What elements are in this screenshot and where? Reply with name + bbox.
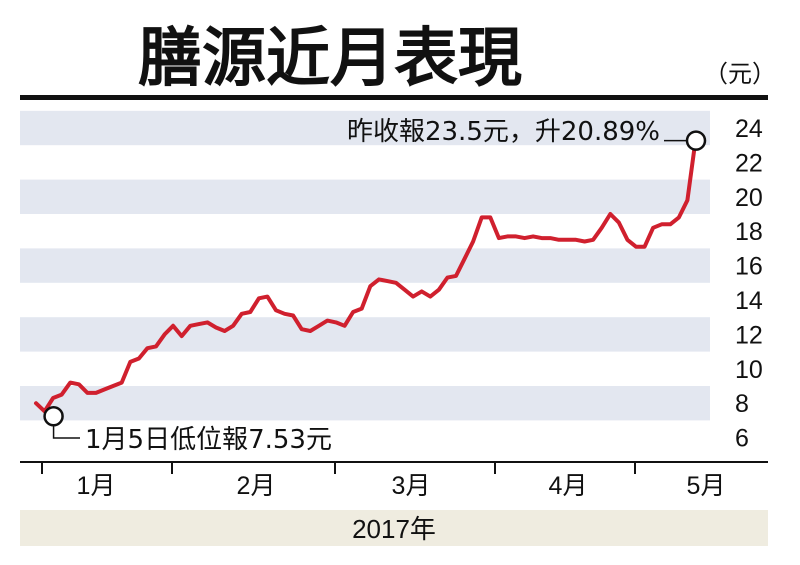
y-tick-label: 24 bbox=[735, 115, 763, 143]
y-tick-label: 22 bbox=[735, 149, 763, 177]
y-tick-label: 8 bbox=[735, 390, 749, 418]
y-tick-label: 6 bbox=[735, 425, 749, 453]
year-bar bbox=[20, 510, 768, 546]
x-tick-label: 1月 bbox=[77, 472, 116, 500]
grid-band bbox=[20, 386, 710, 421]
y-tick-label: 14 bbox=[735, 287, 763, 315]
x-axis-ticks: 1月 2月 3月 4月 5月 bbox=[41, 462, 726, 500]
price-line bbox=[34, 134, 698, 414]
y-tick-label: 12 bbox=[735, 321, 763, 349]
y-tick-label: 20 bbox=[735, 184, 763, 212]
x-tick-label: 2月 bbox=[237, 472, 276, 500]
y-axis-ticks: 6 8 10 12 14 16 18 20 22 24 bbox=[735, 115, 763, 453]
x-tick-label: 3月 bbox=[392, 472, 431, 500]
y-tick-label: 10 bbox=[735, 356, 763, 384]
low-leader-line bbox=[52, 425, 80, 439]
grid-band bbox=[20, 110, 710, 146]
unit-label: （元） bbox=[704, 60, 776, 88]
grid-band bbox=[20, 179, 710, 214]
y-tick-label: 18 bbox=[735, 218, 763, 246]
grid-band bbox=[20, 317, 710, 352]
low-point-marker bbox=[43, 406, 64, 427]
x-tick-label: 5月 bbox=[687, 472, 726, 500]
grid-bands bbox=[20, 110, 710, 421]
x-tick-label: 4月 bbox=[549, 472, 588, 500]
grid-band bbox=[20, 248, 710, 283]
high-point-marker bbox=[685, 130, 707, 151]
high-annotation: 昨收報23.5元，升20.89% bbox=[347, 117, 660, 147]
chart-title: 膳源近月表現 bbox=[138, 21, 522, 96]
low-annotation: 1月5日低位報7.53元 bbox=[85, 425, 332, 455]
year-label: 2017年 bbox=[352, 514, 436, 544]
title-rule bbox=[20, 95, 768, 100]
y-tick-label: 16 bbox=[735, 253, 763, 281]
